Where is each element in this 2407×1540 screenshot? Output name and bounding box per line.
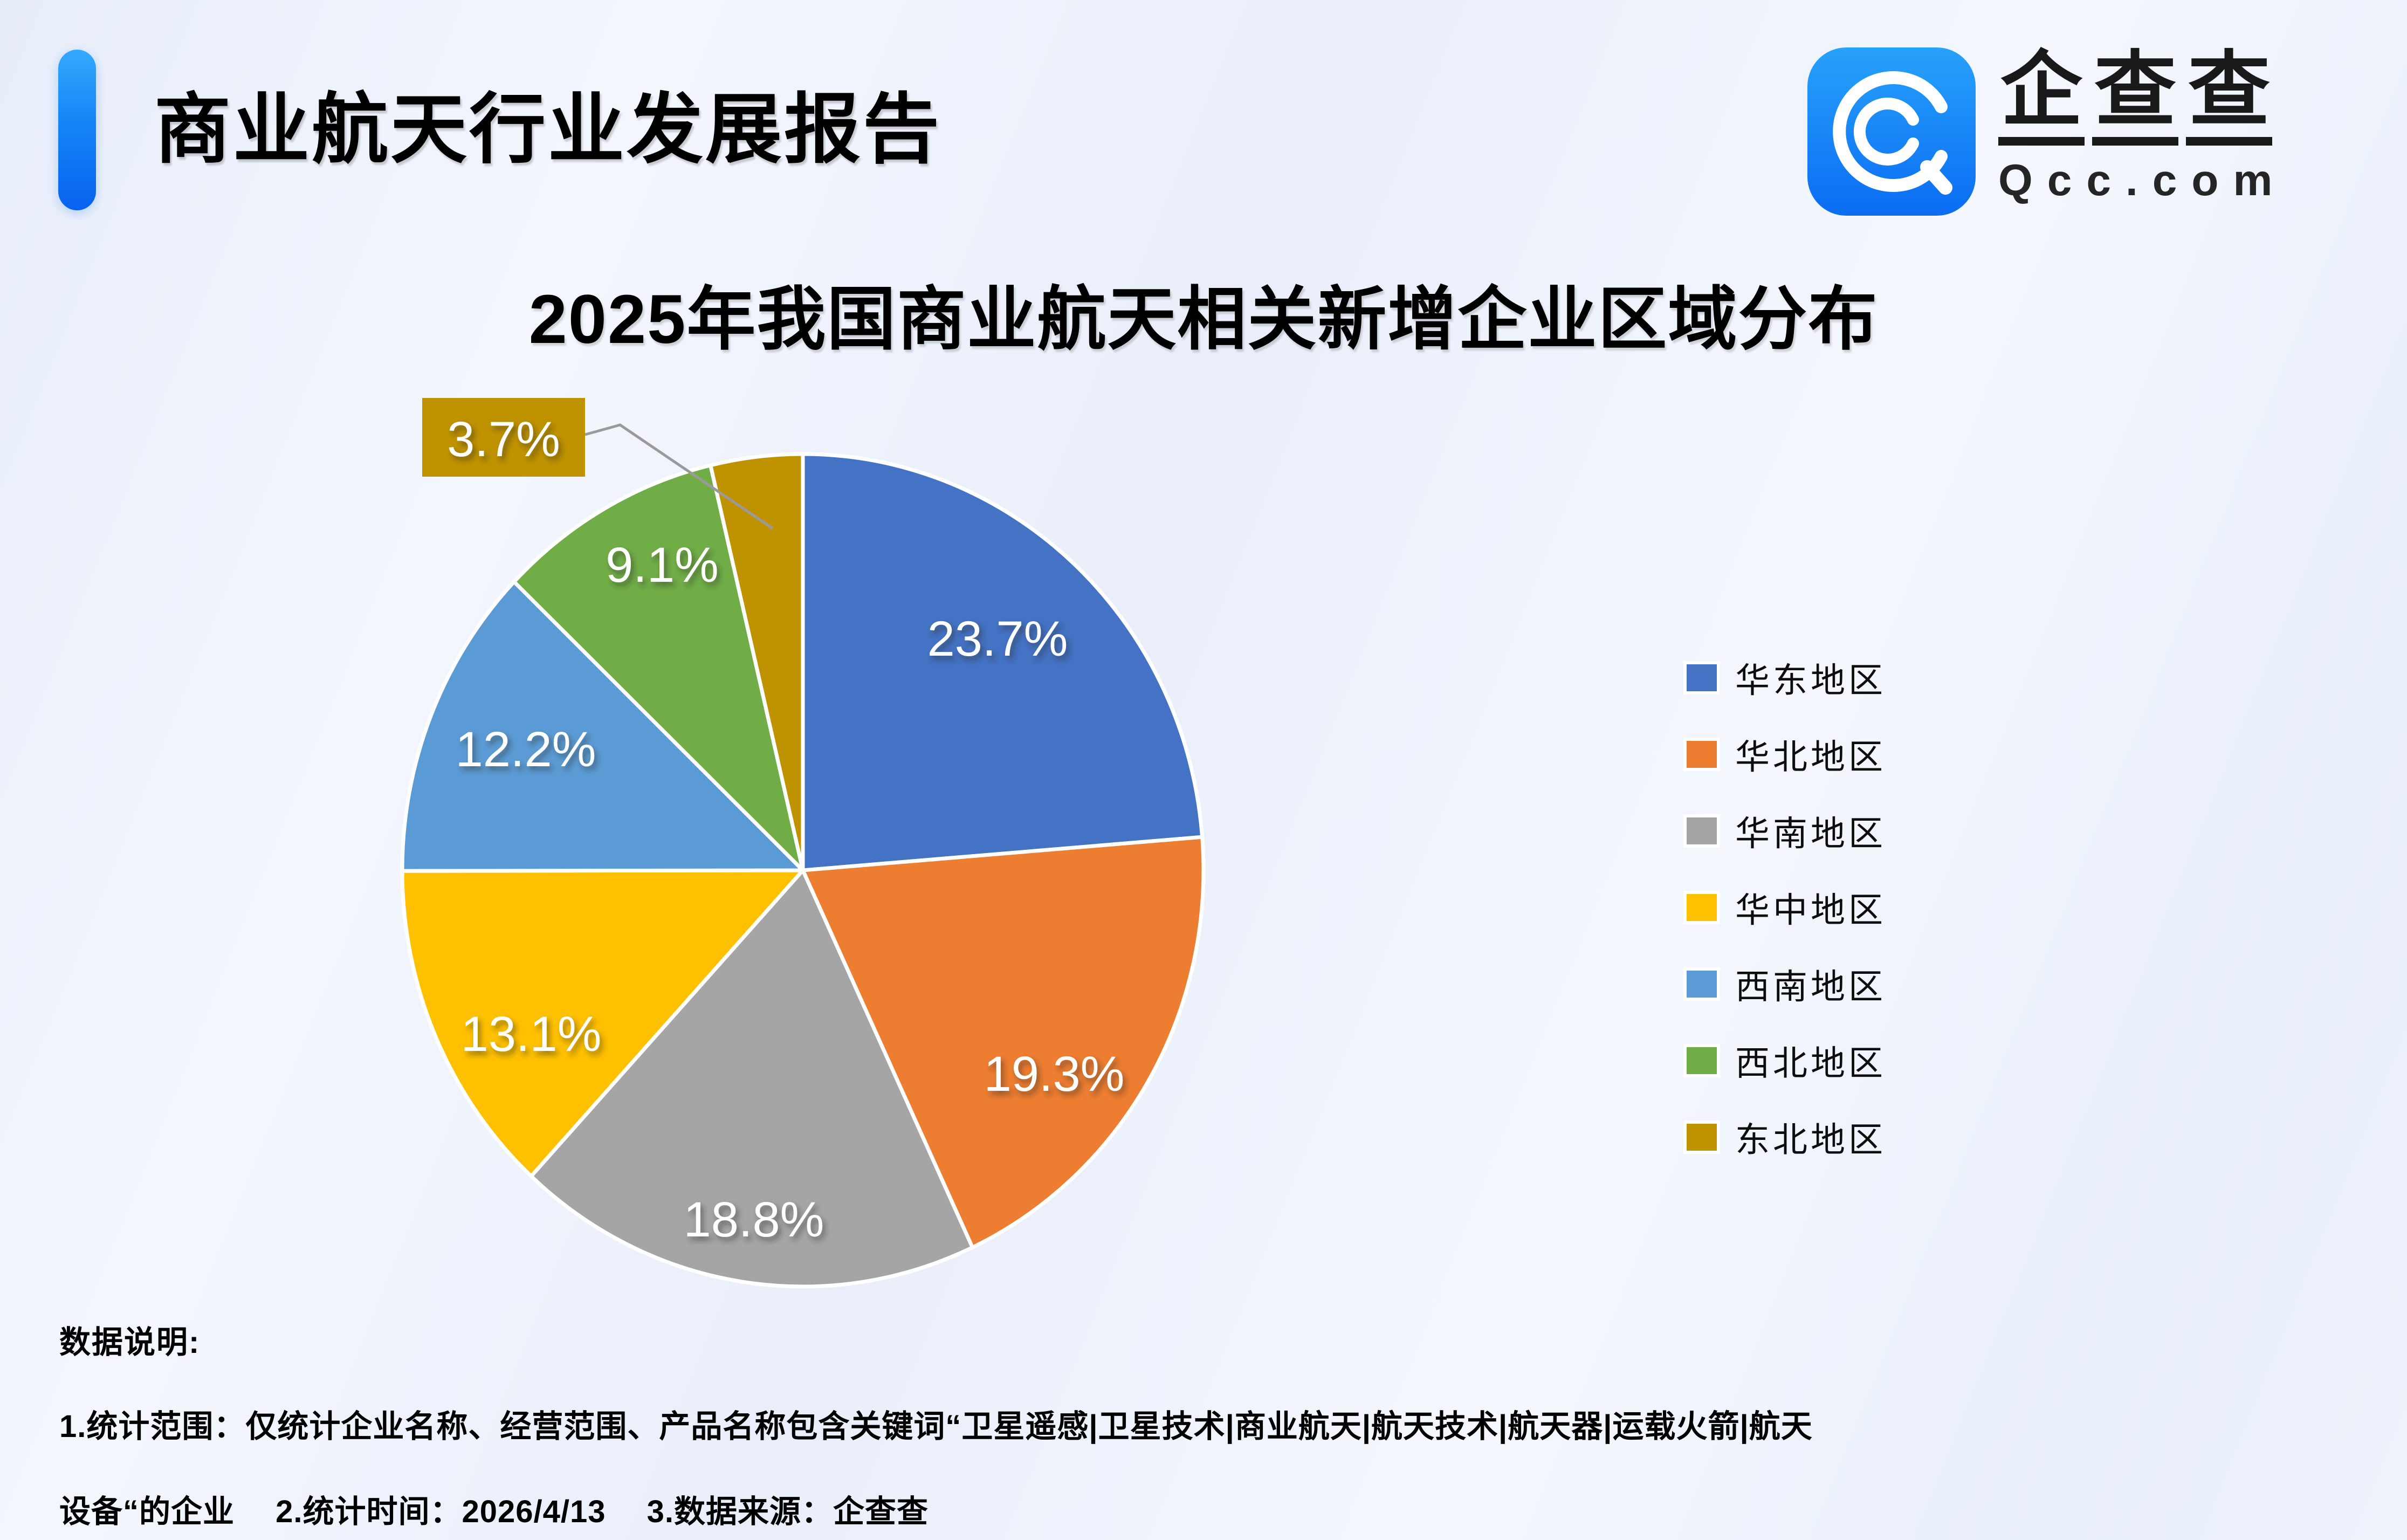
qcc-logo: 企查查 Qcc.com	[1807, 47, 2287, 216]
pie-slice-label: 23.7%	[927, 611, 1068, 666]
pie-slice-label: 19.3%	[984, 1047, 1125, 1102]
legend-item-东北地区: 东北地区	[1687, 1099, 1886, 1175]
qcc-brand-text: 企查查	[1998, 47, 2287, 146]
chart-title: 2025年我国商业航天相关新增企业区域分布	[528, 281, 1879, 358]
callout-label-box	[422, 398, 585, 477]
pie-slice-华中地区	[400, 868, 805, 1178]
brand-char: 企	[1998, 47, 2085, 146]
legend-label: 华中地区	[1735, 891, 1886, 930]
footer-heading: 数据说明:	[59, 1325, 201, 1360]
legend-swatch	[1687, 1124, 1717, 1151]
header: 商业航天行业发展报告	[58, 50, 941, 210]
callout-leader-line	[584, 423, 774, 530]
legend-label: 华东地区	[1735, 661, 1886, 700]
footer-note-line-2: 设备“的企业 2.统计时间：2026/4/13 3.数据来源：企查查	[59, 1494, 929, 1529]
pie-slice-华南地区	[529, 868, 974, 1289]
title-accent-bar	[58, 50, 96, 210]
callout-label: 3.7%	[447, 412, 560, 467]
legend-item-西南地区: 西南地区	[1687, 946, 1886, 1022]
legend-label: 东北地区	[1735, 1120, 1886, 1159]
legend-item-华北地区: 华北地区	[1687, 716, 1886, 793]
legend-label: 西南地区	[1735, 967, 1886, 1006]
footer-notes: 数据说明: 1.统计范围：仅统计企业名称、经营范围、产品名称包含关键词“卫星遥感…	[59, 1317, 2367, 1531]
qcc-logo-icon	[1807, 47, 1976, 216]
page-title: 商业航天行业发展报告	[154, 87, 941, 173]
pie-slice-东北地区	[709, 452, 805, 872]
legend-label: 华南地区	[1735, 814, 1886, 853]
pie-slice-华北地区	[801, 835, 1206, 1249]
brand-char: 查	[2092, 47, 2178, 146]
pie-slice-label: 12.2%	[456, 722, 596, 777]
legend-swatch	[1687, 817, 1717, 844]
legend-swatch	[1687, 664, 1717, 691]
brand-char: 查	[2186, 47, 2272, 146]
legend-swatch	[1687, 741, 1717, 768]
footer-note-line-1: 1.统计范围：仅统计企业名称、经营范围、产品名称包含关键词“卫星遥感|卫星技术|…	[59, 1409, 1813, 1444]
chart-legend: 华东地区华北地区华南地区华中地区西南地区西北地区东北地区	[1687, 640, 1886, 1175]
pie-slice-西南地区	[400, 580, 805, 873]
pie-slice-label: 9.1%	[606, 538, 719, 593]
qcc-domain-text: Qcc.com	[1998, 155, 2287, 205]
legend-swatch	[1687, 971, 1717, 998]
legend-item-华东地区: 华东地区	[1687, 640, 1886, 716]
legend-swatch	[1687, 894, 1717, 921]
legend-item-西北地区: 西北地区	[1687, 1022, 1886, 1099]
pie-slice-华东地区	[801, 452, 1205, 872]
legend-item-华南地区: 华南地区	[1687, 793, 1886, 869]
pie-slice-label: 13.1%	[461, 1007, 602, 1062]
qcc-logo-wordmark: 企查查 Qcc.com	[1998, 47, 2287, 206]
pie-slice-label: 18.8%	[684, 1192, 824, 1247]
legend-label: 华北地区	[1735, 738, 1886, 776]
legend-item-华中地区: 华中地区	[1687, 869, 1886, 946]
legend-label: 西北地区	[1735, 1044, 1886, 1083]
legend-swatch	[1687, 1047, 1717, 1074]
